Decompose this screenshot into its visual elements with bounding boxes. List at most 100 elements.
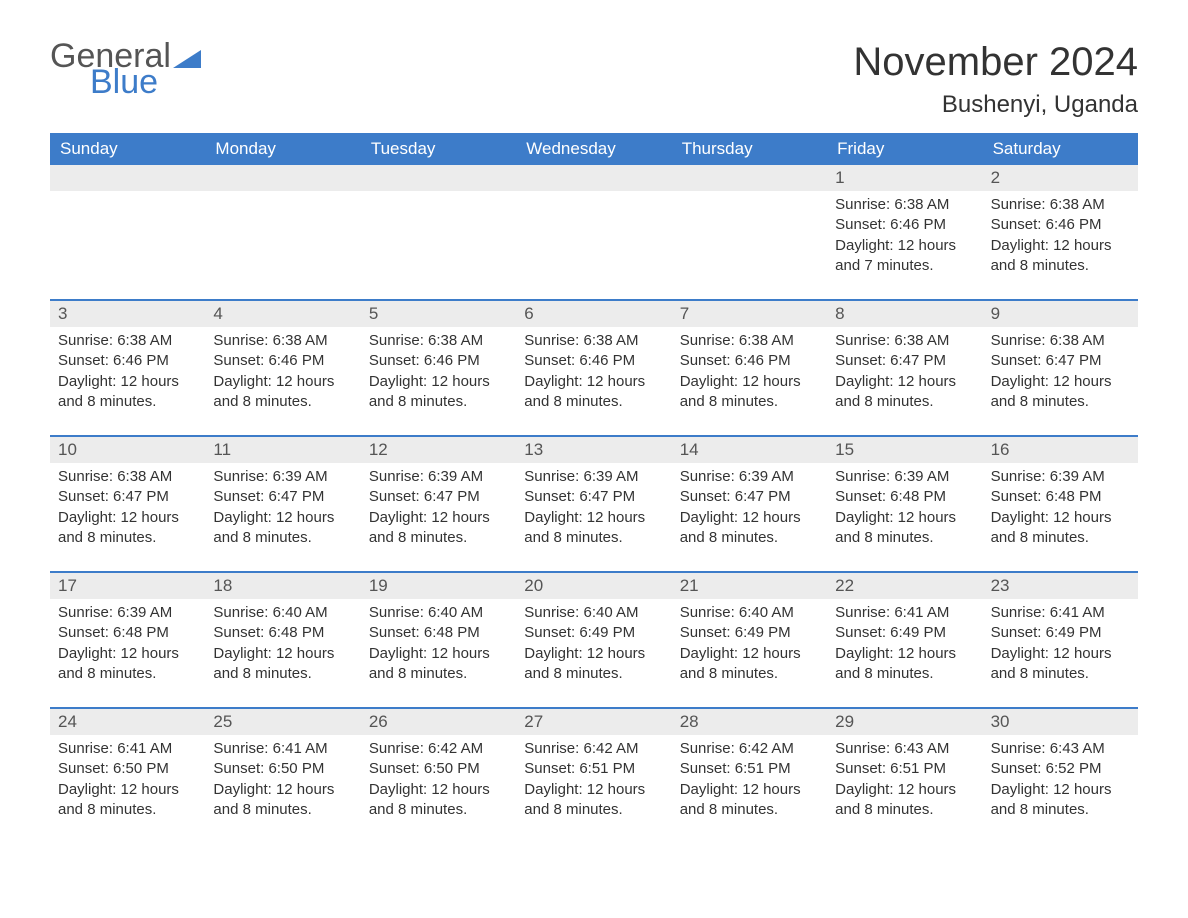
day-content: Sunrise: 6:40 AMSunset: 6:49 PMDaylight:… xyxy=(516,599,671,707)
sunrise-text: Sunrise: 6:42 AM xyxy=(680,739,819,759)
day-content: Sunrise: 6:39 AMSunset: 6:47 PMDaylight:… xyxy=(672,463,827,571)
sunrise-text: Sunrise: 6:39 AM xyxy=(991,467,1130,487)
sunset-text: Sunset: 6:52 PM xyxy=(991,759,1130,779)
day-content: Sunrise: 6:38 AMSunset: 6:47 PMDaylight:… xyxy=(827,327,982,435)
content-band: Sunrise: 6:38 AMSunset: 6:46 PMDaylight:… xyxy=(50,191,1138,299)
sunset-text: Sunset: 6:46 PM xyxy=(524,351,663,371)
daynum-band: 10111213141516 xyxy=(50,437,1138,463)
day-content: Sunrise: 6:38 AMSunset: 6:46 PMDaylight:… xyxy=(50,327,205,435)
daylight-text: Daylight: 12 hours and 8 minutes. xyxy=(213,508,352,549)
day-content: Sunrise: 6:40 AMSunset: 6:48 PMDaylight:… xyxy=(205,599,360,707)
sunset-text: Sunset: 6:47 PM xyxy=(58,487,197,507)
sunrise-text: Sunrise: 6:38 AM xyxy=(213,331,352,351)
sunrise-text: Sunrise: 6:39 AM xyxy=(58,603,197,623)
sunset-text: Sunset: 6:51 PM xyxy=(835,759,974,779)
sunrise-text: Sunrise: 6:39 AM xyxy=(369,467,508,487)
sunrise-text: Sunrise: 6:39 AM xyxy=(680,467,819,487)
weekday-header: Tuesday xyxy=(361,133,516,165)
day-content: Sunrise: 6:38 AMSunset: 6:46 PMDaylight:… xyxy=(827,191,982,299)
daylight-text: Daylight: 12 hours and 8 minutes. xyxy=(524,372,663,413)
sunrise-text: Sunrise: 6:38 AM xyxy=(524,331,663,351)
sunset-text: Sunset: 6:46 PM xyxy=(369,351,508,371)
sunset-text: Sunset: 6:47 PM xyxy=(835,351,974,371)
daylight-text: Daylight: 12 hours and 8 minutes. xyxy=(58,508,197,549)
sunset-text: Sunset: 6:46 PM xyxy=(58,351,197,371)
content-band: Sunrise: 6:41 AMSunset: 6:50 PMDaylight:… xyxy=(50,735,1138,843)
sunrise-text: Sunrise: 6:38 AM xyxy=(991,331,1130,351)
week-row: 17181920212223Sunrise: 6:39 AMSunset: 6:… xyxy=(50,571,1138,707)
day-content: Sunrise: 6:41 AMSunset: 6:50 PMDaylight:… xyxy=(205,735,360,843)
sunset-text: Sunset: 6:49 PM xyxy=(680,623,819,643)
day-number xyxy=(672,165,827,191)
sunrise-text: Sunrise: 6:42 AM xyxy=(524,739,663,759)
daynum-band: 3456789 xyxy=(50,301,1138,327)
daylight-text: Daylight: 12 hours and 8 minutes. xyxy=(369,508,508,549)
sunrise-text: Sunrise: 6:38 AM xyxy=(369,331,508,351)
daylight-text: Daylight: 12 hours and 8 minutes. xyxy=(58,644,197,685)
daylight-text: Daylight: 12 hours and 8 minutes. xyxy=(213,780,352,821)
day-number: 18 xyxy=(205,573,360,599)
daylight-text: Daylight: 12 hours and 8 minutes. xyxy=(58,372,197,413)
day-number: 14 xyxy=(672,437,827,463)
sunset-text: Sunset: 6:48 PM xyxy=(835,487,974,507)
daylight-text: Daylight: 12 hours and 8 minutes. xyxy=(524,644,663,685)
day-number: 26 xyxy=(361,709,516,735)
day-number: 16 xyxy=(983,437,1138,463)
day-number xyxy=(516,165,671,191)
day-number: 21 xyxy=(672,573,827,599)
day-content xyxy=(361,191,516,299)
day-number: 23 xyxy=(983,573,1138,599)
daylight-text: Daylight: 12 hours and 8 minutes. xyxy=(680,644,819,685)
day-content: Sunrise: 6:40 AMSunset: 6:48 PMDaylight:… xyxy=(361,599,516,707)
weekday-header: Monday xyxy=(205,133,360,165)
week-row: 24252627282930Sunrise: 6:41 AMSunset: 6:… xyxy=(50,707,1138,843)
weekday-header: Friday xyxy=(827,133,982,165)
day-number xyxy=(205,165,360,191)
sunset-text: Sunset: 6:46 PM xyxy=(213,351,352,371)
day-number: 7 xyxy=(672,301,827,327)
daylight-text: Daylight: 12 hours and 8 minutes. xyxy=(369,372,508,413)
daylight-text: Daylight: 12 hours and 8 minutes. xyxy=(835,372,974,413)
day-number: 30 xyxy=(983,709,1138,735)
day-number: 27 xyxy=(516,709,671,735)
sunrise-text: Sunrise: 6:40 AM xyxy=(369,603,508,623)
day-content xyxy=(672,191,827,299)
daylight-text: Daylight: 12 hours and 8 minutes. xyxy=(369,644,508,685)
daynum-band: 24252627282930 xyxy=(50,709,1138,735)
weekday-header: Saturday xyxy=(983,133,1138,165)
day-content: Sunrise: 6:42 AMSunset: 6:51 PMDaylight:… xyxy=(516,735,671,843)
daylight-text: Daylight: 12 hours and 8 minutes. xyxy=(213,644,352,685)
day-content: Sunrise: 6:39 AMSunset: 6:48 PMDaylight:… xyxy=(827,463,982,571)
sunset-text: Sunset: 6:48 PM xyxy=(58,623,197,643)
day-content: Sunrise: 6:38 AMSunset: 6:46 PMDaylight:… xyxy=(516,327,671,435)
daylight-text: Daylight: 12 hours and 8 minutes. xyxy=(991,780,1130,821)
daylight-text: Daylight: 12 hours and 8 minutes. xyxy=(991,508,1130,549)
daylight-text: Daylight: 12 hours and 8 minutes. xyxy=(835,644,974,685)
week-row: 3456789Sunrise: 6:38 AMSunset: 6:46 PMDa… xyxy=(50,299,1138,435)
day-number: 20 xyxy=(516,573,671,599)
sunset-text: Sunset: 6:50 PM xyxy=(58,759,197,779)
sunset-text: Sunset: 6:48 PM xyxy=(369,623,508,643)
sunrise-text: Sunrise: 6:41 AM xyxy=(991,603,1130,623)
week-row: 10111213141516Sunrise: 6:38 AMSunset: 6:… xyxy=(50,435,1138,571)
day-number: 3 xyxy=(50,301,205,327)
day-content: Sunrise: 6:38 AMSunset: 6:47 PMDaylight:… xyxy=(50,463,205,571)
daylight-text: Daylight: 12 hours and 8 minutes. xyxy=(369,780,508,821)
sunrise-text: Sunrise: 6:38 AM xyxy=(991,195,1130,215)
day-content xyxy=(50,191,205,299)
sunrise-text: Sunrise: 6:41 AM xyxy=(835,603,974,623)
sunrise-text: Sunrise: 6:43 AM xyxy=(835,739,974,759)
day-content: Sunrise: 6:41 AMSunset: 6:50 PMDaylight:… xyxy=(50,735,205,843)
day-content: Sunrise: 6:38 AMSunset: 6:46 PMDaylight:… xyxy=(983,191,1138,299)
sunrise-text: Sunrise: 6:38 AM xyxy=(680,331,819,351)
day-number: 13 xyxy=(516,437,671,463)
content-band: Sunrise: 6:38 AMSunset: 6:47 PMDaylight:… xyxy=(50,463,1138,571)
daylight-text: Daylight: 12 hours and 8 minutes. xyxy=(835,780,974,821)
daylight-text: Daylight: 12 hours and 8 minutes. xyxy=(991,372,1130,413)
weekday-header: Thursday xyxy=(672,133,827,165)
day-content: Sunrise: 6:42 AMSunset: 6:51 PMDaylight:… xyxy=(672,735,827,843)
sunset-text: Sunset: 6:50 PM xyxy=(369,759,508,779)
daynum-band: 12 xyxy=(50,165,1138,191)
daylight-text: Daylight: 12 hours and 8 minutes. xyxy=(213,372,352,413)
day-content: Sunrise: 6:38 AMSunset: 6:46 PMDaylight:… xyxy=(205,327,360,435)
